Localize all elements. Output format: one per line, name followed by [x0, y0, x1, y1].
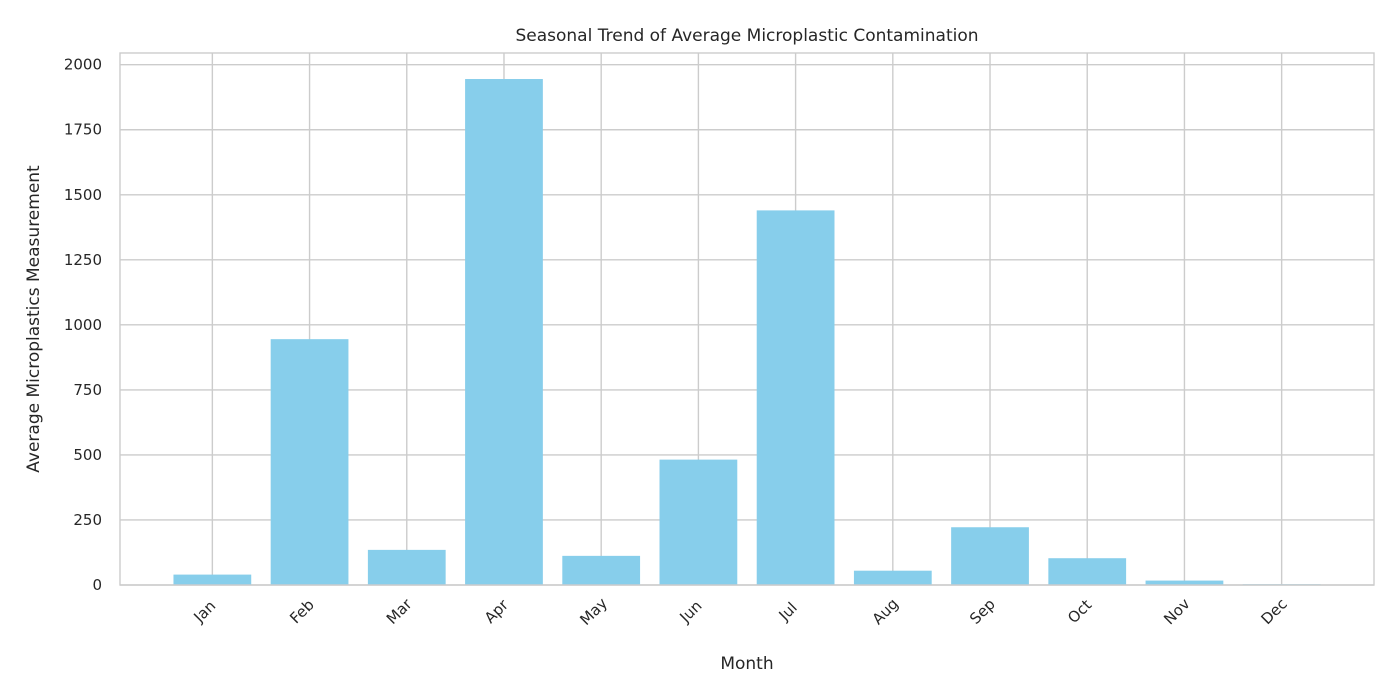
y-tick-label: 250	[73, 511, 102, 529]
x-tick-label: Jul	[775, 599, 801, 625]
bar-mar	[367, 549, 446, 585]
y-tick-label: 1750	[64, 121, 102, 139]
y-tick-labels: 0 250 500 750 1000 1250 1500 1750 2000	[64, 56, 102, 594]
bar-aug	[853, 570, 932, 585]
x-tick-label: Sep	[966, 595, 999, 628]
x-tick-label: Dec	[1257, 595, 1290, 628]
x-tick-label: Aug	[869, 595, 902, 628]
y-axis-label: Average Microplastics Measurement	[24, 165, 44, 473]
x-tick-label: Feb	[286, 596, 318, 628]
x-tick-label: Nov	[1160, 595, 1194, 629]
bar-jun	[659, 459, 738, 585]
y-tick-label: 1000	[64, 316, 102, 334]
bar-nov	[1145, 580, 1224, 585]
chart-title: Seasonal Trend of Average Microplastic C…	[515, 26, 978, 46]
bar-oct	[1048, 558, 1127, 585]
bar-may	[562, 555, 641, 585]
y-tick-label: 2000	[64, 56, 102, 74]
x-tick-label: Apr	[481, 595, 513, 627]
bar-sep	[951, 527, 1029, 585]
x-tick-label: Jun	[676, 597, 706, 627]
plot-frame	[119, 52, 1375, 586]
bar-jan	[173, 574, 252, 585]
x-tick-label: Oct	[1064, 596, 1095, 627]
bars	[173, 79, 1321, 586]
y-tick-label: 0	[92, 576, 102, 594]
x-axis-label: Month	[720, 654, 773, 674]
y-tick-label: 1500	[64, 186, 102, 204]
bar-feb	[270, 339, 349, 585]
bar-apr	[465, 79, 543, 585]
y-tick-label: 750	[73, 381, 102, 399]
x-tick-label: Mar	[383, 595, 416, 628]
y-tick-label: 1250	[64, 251, 102, 269]
y-tick-label: 500	[73, 446, 102, 464]
x-tick-label: Jan	[190, 597, 220, 627]
bar-jul	[756, 210, 835, 586]
x-tick-labels: Jan Feb Mar Apr May Jun Jul Aug Sep Oct Nov Dec	[190, 594, 1291, 629]
x-tick-label: May	[576, 594, 611, 629]
